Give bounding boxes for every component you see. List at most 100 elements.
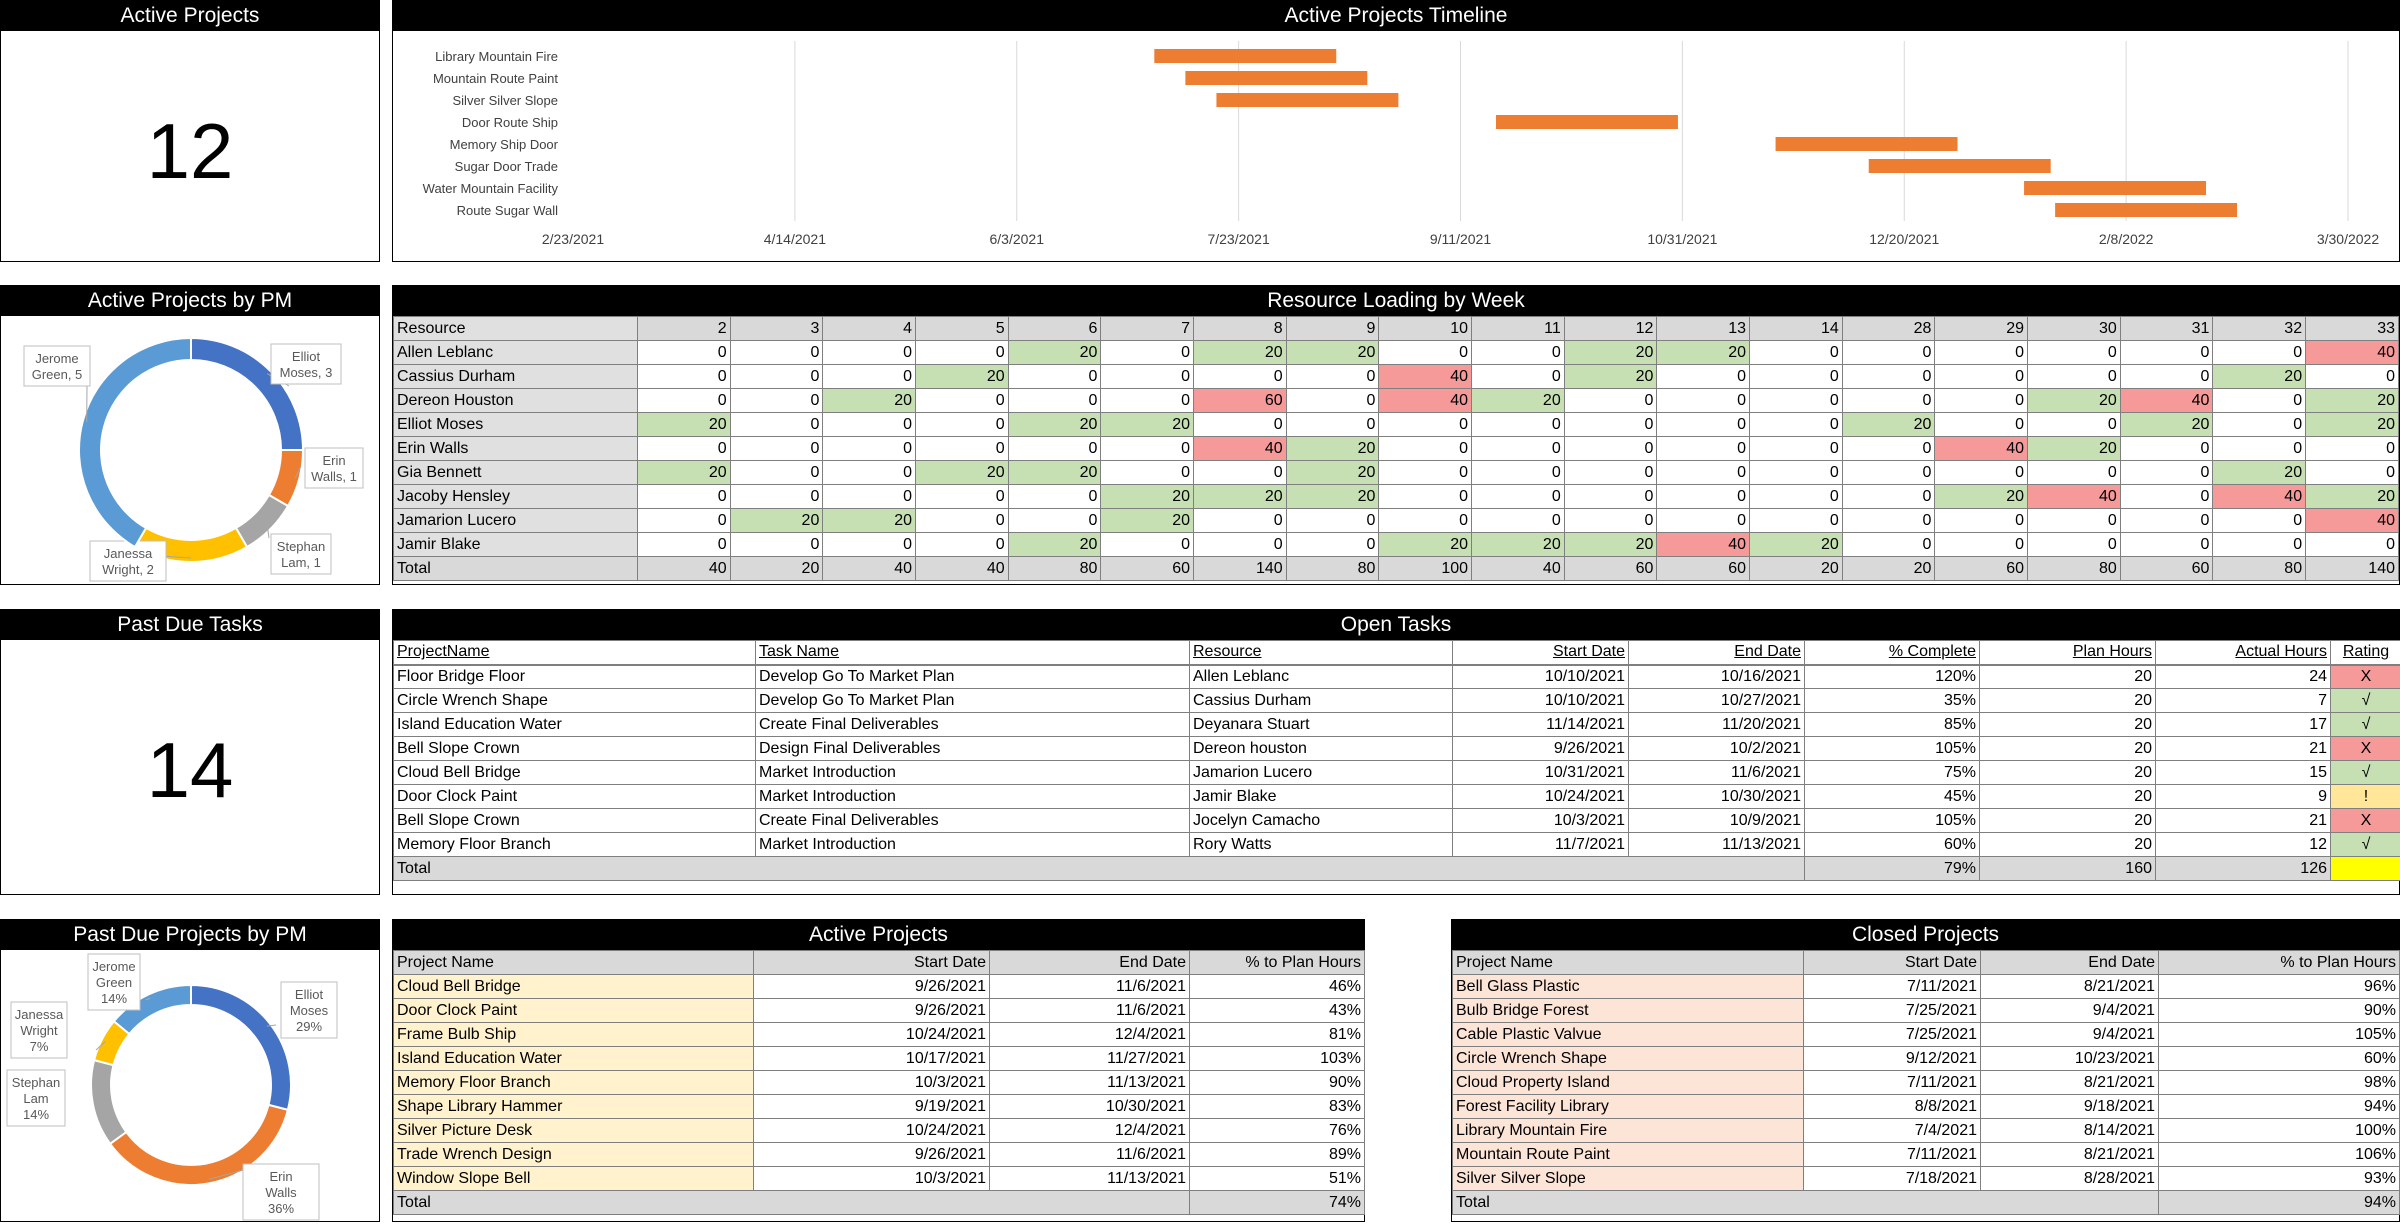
open-task-cell: Jamir Blake bbox=[1189, 784, 1453, 809]
resource-hours-cell: 0 bbox=[2119, 460, 2214, 485]
resource-row: Jamir Blake 0 0 0 0 20 0 0 0 20 20 20 40 20 0 0 0 0 0 0 bbox=[393, 532, 2399, 557]
resource-hours-cell: 0 bbox=[1285, 532, 1380, 557]
timeline-project-label: Silver Silver Slope bbox=[453, 93, 559, 108]
project-value-cell: 8/14/2021 bbox=[1980, 1118, 2159, 1143]
open-task-cell: 11/7/2021 bbox=[1452, 832, 1629, 857]
projects-header: Project Name bbox=[1452, 950, 1804, 975]
project-name-cell: Silver Picture Desk bbox=[393, 1118, 754, 1143]
timeline-project-label: Memory Ship Door bbox=[450, 137, 559, 152]
open-tasks-header: Plan Hours bbox=[1979, 640, 2156, 666]
open-task-cell: 75% bbox=[1804, 760, 1980, 785]
resource-hours-cell: 0 bbox=[2212, 532, 2307, 557]
projects-header: Start Date bbox=[753, 950, 990, 975]
resource-row: Jamarion Lucero 0 20 20 0 0 20 0 0 0 0 0 0 0 0 0 0 0 0 40 bbox=[393, 508, 2399, 533]
donut-data-label: Elliot Moses 29% bbox=[290, 987, 329, 1034]
resource-hours-cell: 0 bbox=[1563, 460, 1658, 485]
resource-hours-cell: 0 bbox=[1841, 436, 1936, 461]
resource-total-cell: 100 bbox=[1378, 556, 1473, 581]
resource-hours-cell: 0 bbox=[1378, 508, 1473, 533]
project-name-cell: Cable Plastic Valvue bbox=[1452, 1022, 1804, 1047]
donut-slice bbox=[78, 336, 192, 549]
resource-total-cell: 60 bbox=[1934, 556, 2029, 581]
resource-hours-cell: 0 bbox=[729, 340, 824, 365]
resource-hours-cell: 0 bbox=[1007, 388, 1102, 413]
open-task-cell: Deyanara Stuart bbox=[1189, 712, 1453, 737]
resource-hours-cell: 0 bbox=[2027, 460, 2121, 485]
open-task-cell: 11/6/2021 bbox=[1628, 760, 1805, 785]
projects-header: Project Name bbox=[393, 950, 754, 975]
open-task-cell: 10/9/2021 bbox=[1628, 808, 1805, 833]
project-name-cell: Trade Wrench Design bbox=[393, 1142, 754, 1167]
open-task-cell: 10/27/2021 bbox=[1628, 688, 1805, 713]
resource-hours-cell: 0 bbox=[1471, 412, 1565, 437]
open-task-cell: Develop Go To Market Plan bbox=[755, 688, 1190, 713]
donut-callout-box bbox=[242, 1163, 320, 1221]
open-tasks-total-label: Total bbox=[393, 856, 1805, 881]
resource-hours-cell: 0 bbox=[1656, 436, 1751, 461]
resource-hours-cell: 20 bbox=[2027, 388, 2121, 413]
resource-hours-cell: 0 bbox=[1934, 508, 2029, 533]
project-value-cell: 9/18/2021 bbox=[1980, 1094, 2159, 1119]
open-task-cell: 21 bbox=[2155, 736, 2331, 761]
resource-hours-cell: 0 bbox=[2305, 364, 2399, 389]
project-name-cell: Window Slope Bell bbox=[393, 1166, 754, 1191]
resource-row: Allen Leblanc 0 0 0 0 20 0 20 20 0 0 20 20 0 0 0 0 0 0 40 bbox=[393, 340, 2399, 365]
resource-hours-cell: 0 bbox=[1100, 532, 1195, 557]
resource-hours-cell: 0 bbox=[2027, 412, 2121, 437]
resource-hours-cell: 20 bbox=[1007, 412, 1102, 437]
resource-hours-cell: 20 bbox=[822, 508, 917, 533]
week-header: 28 bbox=[1841, 316, 1936, 341]
project-value-cell: 11/6/2021 bbox=[989, 974, 1190, 999]
projects-header: Start Date bbox=[1803, 950, 1981, 975]
open-task-cell: 12 bbox=[2155, 832, 2331, 857]
open-tasks-header: Task Name bbox=[755, 640, 1190, 666]
projects-header: End Date bbox=[989, 950, 1190, 975]
open-task-row: Bell Slope Crown Design Final Deliverable… bbox=[393, 736, 2400, 761]
resource-hours-cell: 0 bbox=[1749, 460, 1843, 485]
project-value-cell: 93% bbox=[2158, 1166, 2400, 1191]
resource-hours-cell: 0 bbox=[822, 412, 917, 437]
project-name-cell: Door Clock Paint bbox=[393, 998, 754, 1023]
resource-hours-cell: 0 bbox=[1471, 340, 1565, 365]
donut-data-label: Janessa Wright, 2 bbox=[102, 546, 154, 577]
resource-row: Gia Bennett 20 0 0 20 20 0 0 20 0 0 0 0 0 0 0 0 0 20 0 bbox=[393, 460, 2399, 485]
resource-hours-cell: 0 bbox=[822, 364, 917, 389]
open-tasks-header: ProjectName bbox=[393, 640, 756, 666]
week-header: 6 bbox=[1007, 316, 1102, 341]
open-task-cell: Memory Floor Branch bbox=[393, 832, 756, 857]
resource-hours-cell: 20 bbox=[2305, 484, 2399, 509]
resource-hours-cell: 0 bbox=[2212, 412, 2307, 437]
open-task-row: Floor Bridge Floor Develop Go To Market P… bbox=[393, 664, 2400, 689]
past-due-count: 14 bbox=[146, 726, 234, 814]
resource-hours-cell: 0 bbox=[1100, 436, 1195, 461]
project-value-cell: 96% bbox=[2158, 974, 2400, 999]
donut-data-label: Erin Walls 36% bbox=[265, 1169, 297, 1216]
week-header: 13 bbox=[1656, 316, 1751, 341]
closed-projects-table-title: Closed Projects bbox=[1452, 920, 2399, 950]
project-value-cell: 12/4/2021 bbox=[989, 1118, 1190, 1143]
open-task-cell: 10/24/2021 bbox=[1452, 784, 1629, 809]
resource-hours-cell: 20 bbox=[729, 508, 824, 533]
resource-hours-cell: 20 bbox=[1563, 532, 1658, 557]
resource-hours-cell: 40 bbox=[2119, 388, 2214, 413]
resource-name: Jacoby Hensley bbox=[393, 484, 638, 509]
pm-donut-chart: Elliot Moses, 3 Erin Walls, 1 Stephan Lam, 1 J… bbox=[23, 336, 364, 582]
resource-hours-cell: 0 bbox=[729, 364, 824, 389]
resource-row: Dereon Houston 0 0 20 0 0 0 60 0 40 20 0 0 0 0 0 20 40 0 20 bbox=[393, 388, 2399, 413]
project-value-cell: 94% bbox=[2158, 1094, 2400, 1119]
project-row: Frame Bulb Ship 10/24/2021 12/4/2021 81% bbox=[393, 1022, 1365, 1047]
project-value-cell: 8/21/2021 bbox=[1980, 974, 2159, 999]
project-row: Trade Wrench Design 9/26/2021 11/6/2021 89% bbox=[393, 1142, 1365, 1167]
resource-hours-cell: 0 bbox=[2027, 340, 2121, 365]
resource-hours-cell: 40 bbox=[2305, 340, 2399, 365]
open-task-cell: 105% bbox=[1804, 736, 1980, 761]
active-projects-card: Active Projects 12 bbox=[0, 0, 380, 262]
open-task-cell: 15 bbox=[2155, 760, 2331, 785]
resource-hours-cell: 0 bbox=[637, 364, 731, 389]
open-task-cell: Cloud Bell Bridge bbox=[393, 760, 756, 785]
resource-name: Erin Walls bbox=[393, 436, 638, 461]
project-row: Door Clock Paint 9/26/2021 11/6/2021 43% bbox=[393, 998, 1365, 1023]
resource-hours-cell: 0 bbox=[2027, 532, 2121, 557]
resource-hours-cell: 0 bbox=[1471, 484, 1565, 509]
resource-hours-cell: 0 bbox=[2305, 436, 2399, 461]
